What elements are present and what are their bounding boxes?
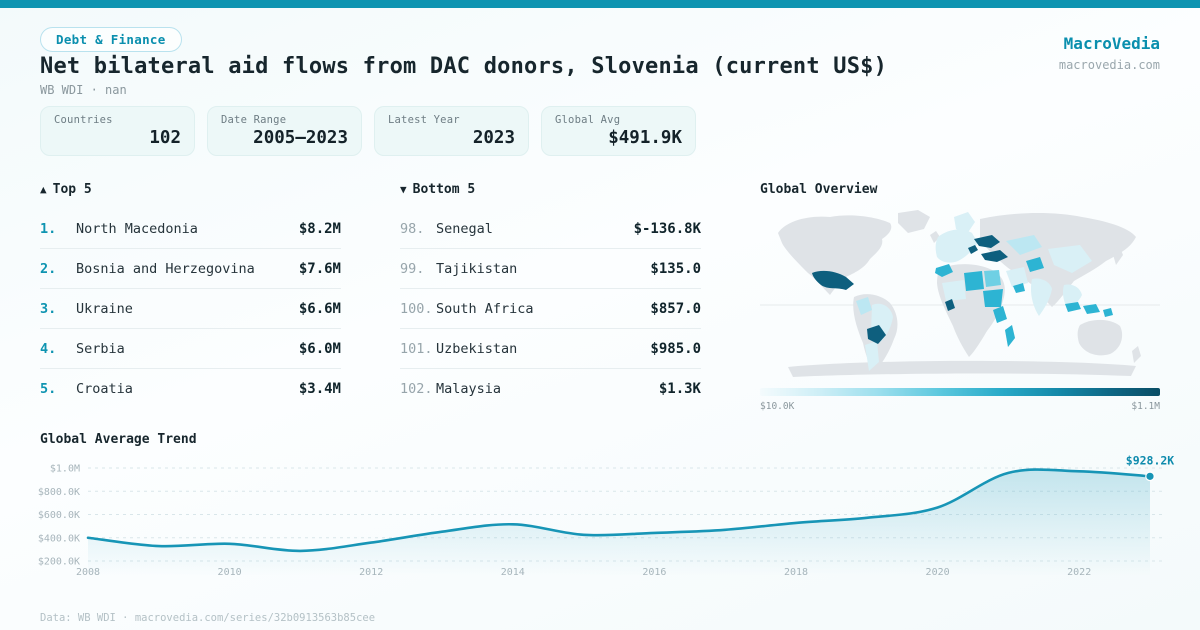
- choropleth-color-scale: [760, 388, 1160, 396]
- country-value: $6.6M: [298, 300, 341, 317]
- country-value: $135.0: [650, 260, 701, 277]
- stats-row: Countries 102 Date Range 2005–2023 Lates…: [40, 106, 696, 156]
- scale-min-label: $10.0K: [760, 401, 795, 412]
- country-name: Bosnia and Herzegovina: [76, 260, 255, 277]
- list-item: 101. Uzbekistan $985.0: [400, 329, 701, 369]
- country-value: $8.2M: [298, 220, 341, 237]
- top5-list: 1. North Macedonia $8.2M 2. Bosnia and Herze…: [40, 209, 341, 409]
- top-accent-bar: [0, 0, 1200, 8]
- top5-heading: ▲ Top 5: [40, 182, 341, 197]
- country-value: $6.0M: [298, 340, 341, 357]
- category-badge[interactable]: Debt & Finance: [40, 27, 182, 52]
- stat-value: 2023: [472, 128, 515, 148]
- scale-max-label: $1.1M: [1131, 401, 1160, 412]
- y-axis-tick-label: $800.0K: [38, 487, 80, 498]
- top5-panel: ▲ Top 5 1. North Macedonia $8.2M 2. Bosnia an…: [40, 182, 341, 409]
- y-axis-tick-label: $200.0K: [38, 557, 80, 568]
- country-name: Malaysia: [436, 381, 502, 397]
- world-map: [760, 210, 1160, 377]
- list-item: 100. South Africa $857.0: [400, 289, 701, 329]
- rank: 101.: [400, 340, 433, 357]
- trend-title: Global Average Trend: [40, 432, 197, 447]
- country-name: Senegal: [436, 220, 493, 237]
- list-item: 102. Malaysia $1.3K: [400, 369, 701, 409]
- country-value: $7.6M: [298, 260, 341, 277]
- stat-card-latest-year: Latest Year 2023: [374, 106, 529, 156]
- page-subtitle: WB WDI · nan: [40, 83, 127, 97]
- stat-label: Global Avg: [555, 114, 621, 126]
- country-name: Serbia: [76, 340, 125, 357]
- rank: 1.: [40, 220, 57, 237]
- rank: 100.: [400, 300, 433, 317]
- list-item: 98. Senegal $-136.8K: [400, 209, 701, 249]
- color-scale-labels: $10.0K $1.1M: [760, 401, 1160, 412]
- rank: 102.: [400, 381, 433, 397]
- top5-heading-label: Top 5: [52, 182, 92, 197]
- brand-name: MacroVedia: [1063, 34, 1160, 53]
- country-name: Tajikistan: [436, 260, 518, 277]
- country-value: $1.3K: [658, 381, 701, 397]
- y-axis-tick-label: $600.0K: [38, 510, 80, 521]
- map-title: Global Overview: [760, 182, 878, 197]
- stat-label: Countries: [54, 114, 113, 126]
- stat-value: 102: [149, 128, 181, 148]
- country-name: Ukraine: [76, 300, 133, 317]
- triangle-down-icon: ▼: [400, 183, 407, 196]
- country-name: Uzbekistan: [436, 340, 518, 357]
- stat-label: Date Range: [221, 114, 287, 126]
- stat-value: $491.9K: [608, 128, 682, 148]
- bottom5-panel: ▼ Bottom 5 98. Senegal $-136.8K 99. Tajikista…: [400, 182, 701, 409]
- trend-chart: $1.0M$800.0K$600.0K$400.0K$200.0K2008201…: [38, 453, 1174, 578]
- triangle-up-icon: ▲: [40, 183, 47, 196]
- country-name: South Africa: [436, 300, 534, 317]
- bottom5-list: 98. Senegal $-136.8K 99. Tajikistan $135.0 100…: [400, 209, 701, 409]
- list-item: 3. Ukraine $6.6M: [40, 289, 341, 329]
- bottom5-heading-label: Bottom 5: [412, 182, 476, 197]
- rank: 2.: [40, 260, 57, 277]
- rank: 99.: [400, 260, 425, 277]
- global-overview-panel: Global Overview: [760, 182, 1160, 412]
- country-name: Croatia: [76, 381, 133, 397]
- trend-endpoint-label: $928.2K: [1126, 453, 1175, 467]
- trend-area: [88, 469, 1150, 576]
- list-item: 4. Serbia $6.0M: [40, 329, 341, 369]
- stat-label: Latest Year: [388, 114, 460, 126]
- footer-source: Data: WB WDI · macrovedia.com/series/32b…: [40, 612, 376, 624]
- rank: 5.: [40, 381, 57, 397]
- list-item: 5. Croatia $3.4M: [40, 369, 341, 409]
- trend-endpoint-dot: [1145, 471, 1155, 482]
- brand-domain: macrovedia.com: [1058, 58, 1160, 72]
- rank: 98.: [400, 220, 425, 237]
- stat-card-date-range: Date Range 2005–2023: [207, 106, 362, 156]
- list-item: 1. North Macedonia $8.2M: [40, 209, 341, 249]
- country-value: $985.0: [650, 340, 701, 357]
- stat-card-countries: Countries 102: [40, 106, 195, 156]
- country-value: $857.0: [650, 300, 701, 317]
- brand-block: MacroVedia macrovedia.com: [1059, 34, 1160, 72]
- page-title: Net bilateral aid flows from DAC donors,…: [40, 54, 888, 79]
- stat-value: 2005–2023: [253, 128, 348, 148]
- y-axis-tick-label: $400.0K: [38, 533, 80, 544]
- list-item: 99. Tajikistan $135.0: [400, 249, 701, 289]
- list-item: 2. Bosnia and Herzegovina $7.6M: [40, 249, 341, 289]
- bottom5-heading: ▼ Bottom 5: [400, 182, 701, 197]
- y-axis-tick-label: $1.0M: [50, 464, 80, 475]
- rank: 3.: [40, 300, 57, 317]
- stat-card-global-avg: Global Avg $491.9K: [541, 106, 696, 156]
- rank: 4.: [40, 340, 57, 357]
- country-value: $-136.8K: [633, 220, 701, 237]
- country-name: North Macedonia: [76, 220, 198, 237]
- trend-line: [86, 468, 1152, 553]
- country-value: $3.4M: [298, 381, 341, 397]
